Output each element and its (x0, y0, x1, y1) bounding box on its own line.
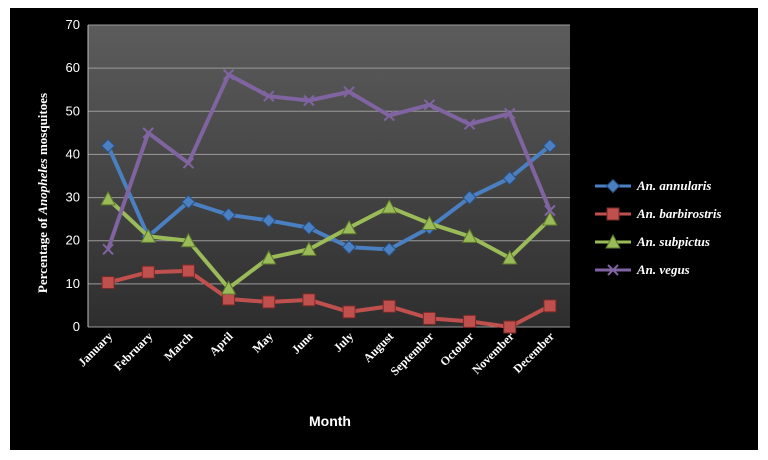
data-point (222, 292, 236, 306)
legend-swatch-marker (605, 233, 621, 249)
data-point (382, 299, 396, 313)
series-an-subpictus (100, 190, 558, 295)
data-point (262, 295, 276, 309)
data-point (544, 204, 556, 217)
data-point (142, 127, 154, 139)
data-point (140, 228, 157, 243)
y-tick-label: 50 (66, 103, 80, 118)
data-point (504, 107, 516, 120)
data-point (222, 68, 235, 81)
series-an-barbirostris (101, 264, 557, 334)
x-tick-label: November (469, 329, 517, 377)
chart-frame: 0 10 20 30 40 50 60 70 January February March Apri… (10, 8, 758, 450)
legend-label: An. vegus (636, 262, 690, 277)
legend-swatch-marker (606, 207, 620, 221)
y-axis-title-suffix: mosquitoes (35, 93, 50, 158)
legend-item: An. vegus (595, 262, 690, 277)
x-tick-label: October (437, 329, 477, 369)
data-point (463, 118, 476, 130)
legend-item: An. annularis (595, 178, 711, 194)
data-point (381, 199, 398, 214)
y-tick-label: 0 (73, 319, 80, 334)
series-line (106, 197, 552, 291)
x-tick-label: December (510, 329, 557, 376)
data-point (302, 293, 316, 307)
legend-item: An. subpictus (595, 233, 710, 249)
data-point (301, 241, 317, 256)
y-axis-title-italic: Anopheles (35, 158, 50, 215)
data-point (303, 94, 315, 107)
y-axis-ticks: 0 10 20 30 40 50 60 70 (66, 17, 80, 334)
data-point (220, 280, 237, 295)
y-axis-title-prefix: Percentage of (35, 215, 50, 293)
x-tick-label: August (361, 329, 397, 365)
data-point (422, 311, 436, 325)
data-point (263, 90, 275, 102)
legend-swatch-marker (607, 264, 619, 276)
data-point (182, 157, 195, 169)
y-tick-label: 20 (66, 233, 80, 248)
series-an-vegus (102, 68, 556, 256)
series-line (106, 72, 552, 250)
data-point (343, 86, 355, 98)
plot-area (88, 25, 570, 327)
data-point (503, 320, 517, 334)
data-point (463, 314, 477, 328)
data-point (502, 170, 517, 186)
legend-swatch-marker (605, 178, 621, 194)
x-tick-label: January (75, 329, 115, 369)
plot-background (88, 25, 570, 327)
y-tick-label: 40 (66, 146, 80, 161)
data-point (101, 276, 115, 290)
data-point (501, 249, 518, 265)
x-tick-label: September (388, 329, 437, 378)
data-point (341, 219, 357, 235)
legend-label: An. annularis (636, 178, 711, 193)
data-point (341, 239, 357, 255)
y-tick-label: 10 (66, 276, 80, 291)
legend-label: An. subpictus (636, 234, 710, 249)
data-point (181, 194, 196, 210)
y-axis-title: Percentage of Anopheles mosquitoes (35, 93, 50, 293)
data-point (462, 190, 477, 205)
series-line (107, 268, 551, 329)
data-point (100, 138, 116, 154)
series-layer (100, 68, 558, 334)
x-tick-label: June (289, 329, 317, 357)
data-point (421, 215, 438, 230)
data-point (342, 305, 356, 319)
data-point (542, 211, 558, 226)
data-point (543, 299, 557, 313)
y-tick-label: 60 (66, 60, 80, 75)
legend: An. annularis An. barbirostris An. subpict… (595, 178, 722, 277)
data-point (181, 264, 195, 278)
data-point (542, 138, 558, 154)
gridlines (87, 24, 570, 328)
data-point (383, 109, 395, 122)
data-point (221, 207, 236, 223)
legend-item: An. barbirostris (595, 206, 722, 221)
x-tick-label: February (111, 329, 155, 373)
x-tick-label: July (331, 329, 356, 354)
data-point (141, 265, 155, 279)
data-point (100, 190, 116, 206)
data-point (261, 213, 276, 228)
data-point (301, 220, 317, 235)
data-point (180, 232, 197, 248)
x-tick-label: March (161, 329, 195, 363)
y-tick-label: 70 (66, 17, 80, 32)
y-tick-label: 30 (66, 190, 80, 205)
data-point (102, 243, 114, 256)
x-tick-label: April (206, 329, 236, 359)
data-point (382, 242, 397, 257)
x-tick-label: May (249, 329, 275, 355)
data-point (461, 228, 478, 243)
legend-label: An. barbirostris (636, 206, 722, 221)
data-point (260, 249, 277, 265)
data-point (423, 99, 436, 111)
x-axis-title: Month (309, 413, 351, 429)
